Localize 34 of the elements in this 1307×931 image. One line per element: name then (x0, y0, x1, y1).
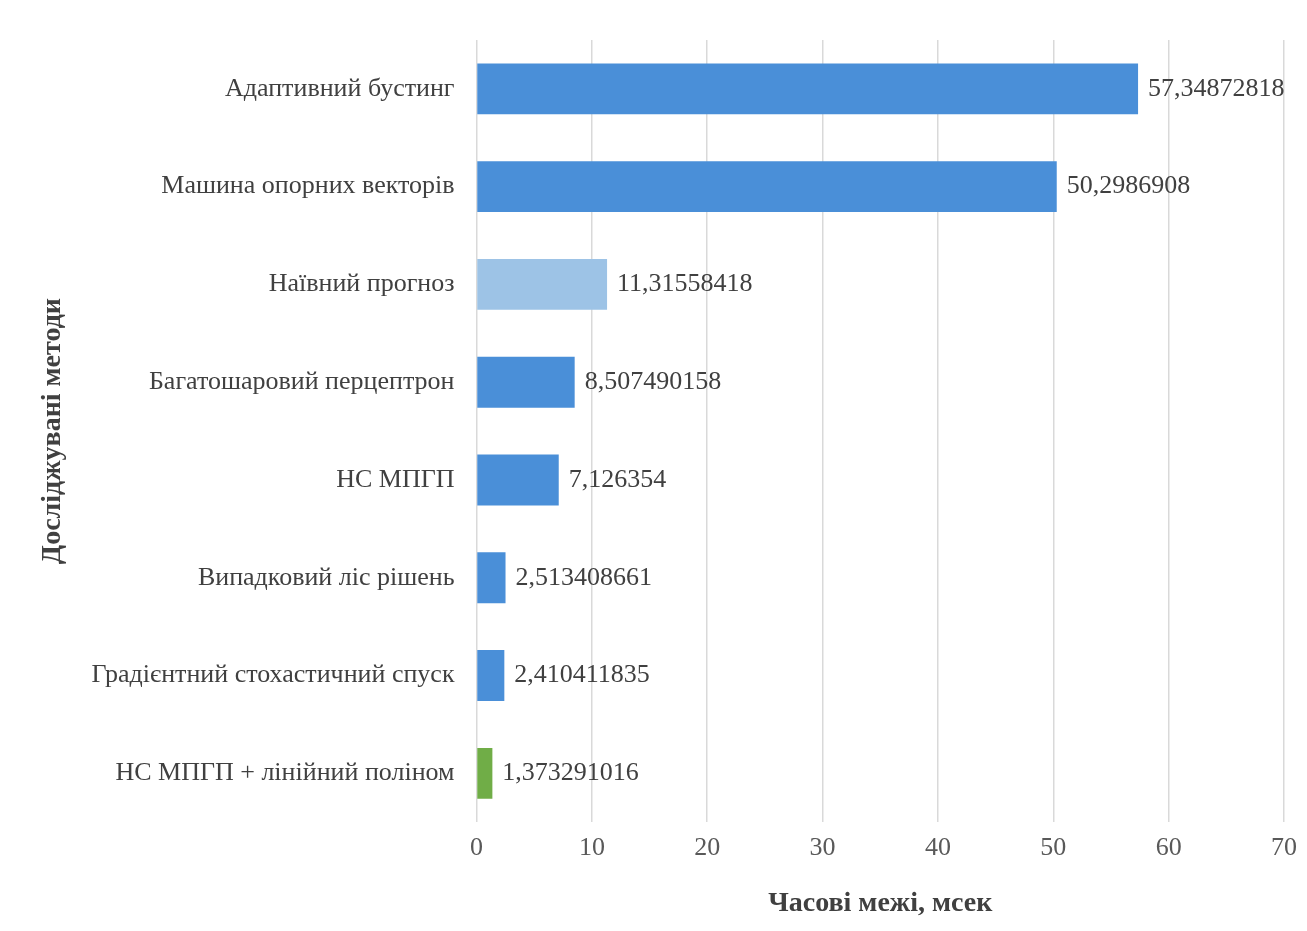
x-tick-label: 0 (470, 831, 484, 861)
x-tick-label: 60 (1155, 831, 1182, 861)
y-tick-label: Градієнтний стохастичний спуск (91, 659, 455, 689)
bar (477, 161, 1057, 213)
bar (477, 650, 505, 701)
bar (477, 63, 1139, 115)
x-tick-label: 20 (694, 831, 721, 861)
bar (477, 356, 575, 408)
y-axis-title: Досліджувані методи (35, 298, 67, 565)
data-label: 8,507490158 (584, 366, 722, 396)
data-label: 50,2986908 (1066, 170, 1191, 200)
x-tick-label: 70 (1271, 831, 1297, 861)
y-tick-label: НС МПГП + лінійний поліном (115, 757, 455, 787)
bar (477, 747, 493, 799)
x-axis-title: Часові межі, мсек (768, 886, 994, 918)
x-tick-label: 30 (809, 831, 836, 861)
x-tick-label: 40 (924, 831, 951, 861)
y-tick-label: Машина опорних векторів (161, 170, 455, 200)
x-tick-label: 50 (1040, 831, 1067, 861)
bar (477, 552, 506, 604)
bar (477, 454, 559, 506)
data-label: 2,513408661 (515, 561, 653, 591)
data-label: 11,31558418 (617, 268, 753, 298)
data-label: 7,126354 (568, 463, 667, 493)
y-tick-label: Багатошаровий перцептрон (148, 366, 455, 396)
data-label: 1,373291016 (502, 757, 639, 787)
y-tick-label: НС МПГП (336, 463, 455, 493)
bar (477, 259, 608, 310)
y-tick-label: Випадковий ліс рішень (197, 561, 455, 591)
data-label: 57,34872818 (1148, 72, 1285, 102)
data-label: 2,410411835 (514, 659, 650, 689)
y-tick-label: Наївний прогноз (268, 268, 455, 298)
y-tick-label: Адаптивний бустинг (224, 72, 455, 102)
x-tick-label: 10 (578, 831, 605, 861)
